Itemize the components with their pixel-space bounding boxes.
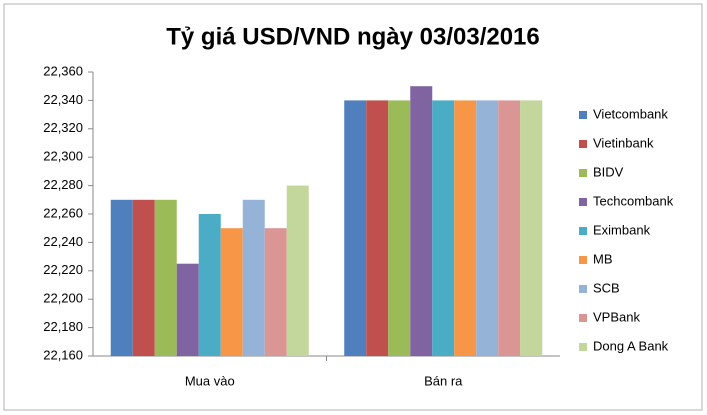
bar bbox=[454, 100, 477, 357]
legend-label: Vietinbank bbox=[593, 135, 654, 150]
legend-label: Eximbank bbox=[593, 222, 651, 237]
bar bbox=[132, 199, 155, 356]
y-tick-label: 22,160 bbox=[43, 347, 83, 362]
legend-label: VPBank bbox=[593, 309, 640, 324]
y-tick-label: 22,260 bbox=[43, 205, 83, 220]
legend-label: Dong A Bank bbox=[593, 338, 669, 353]
bar bbox=[154, 199, 177, 356]
y-tick-label: 22,300 bbox=[43, 149, 83, 164]
legend-label: MB bbox=[593, 251, 613, 266]
legend-label: BIDV bbox=[593, 164, 624, 179]
bar bbox=[388, 100, 411, 357]
y-tick-label: 22,340 bbox=[43, 92, 83, 107]
bar bbox=[264, 228, 287, 356]
bar bbox=[344, 100, 367, 357]
bar bbox=[520, 100, 543, 357]
bar bbox=[432, 100, 455, 357]
bar bbox=[366, 100, 389, 357]
bar bbox=[410, 86, 433, 356]
legend-label: Vietcombank bbox=[593, 106, 668, 121]
y-tick-label: 22,180 bbox=[43, 319, 83, 334]
legend-swatch bbox=[579, 227, 587, 235]
legend-swatch bbox=[579, 140, 587, 148]
bar bbox=[286, 185, 309, 356]
bar bbox=[220, 228, 243, 356]
legend-label: SCB bbox=[593, 280, 620, 295]
bar bbox=[242, 199, 265, 356]
bar bbox=[498, 100, 521, 357]
y-tick-label: 22,200 bbox=[43, 291, 83, 306]
x-tick-label: Mua vào bbox=[185, 373, 235, 388]
y-tick-label: 22,360 bbox=[43, 63, 83, 78]
y-tick-label: 22,240 bbox=[43, 234, 83, 249]
legend-swatch bbox=[579, 198, 587, 206]
legend-swatch bbox=[579, 314, 587, 322]
bar bbox=[110, 199, 133, 356]
legend-swatch bbox=[579, 256, 587, 264]
legend-swatch bbox=[579, 343, 587, 351]
legend-swatch bbox=[579, 285, 587, 293]
chart-title: Tỷ giá USD/VND ngày 03/03/2016 bbox=[166, 23, 540, 50]
legend-label: Techcombank bbox=[593, 193, 674, 208]
legend-swatch bbox=[579, 169, 587, 177]
y-tick-label: 22,220 bbox=[43, 262, 83, 277]
x-tick-label: Bán ra bbox=[424, 373, 463, 388]
legend-swatch bbox=[579, 111, 587, 119]
bar bbox=[198, 214, 221, 356]
bar bbox=[176, 263, 199, 356]
y-tick-label: 22,280 bbox=[43, 177, 83, 192]
bar bbox=[476, 100, 499, 357]
y-tick-label: 22,320 bbox=[43, 120, 83, 135]
